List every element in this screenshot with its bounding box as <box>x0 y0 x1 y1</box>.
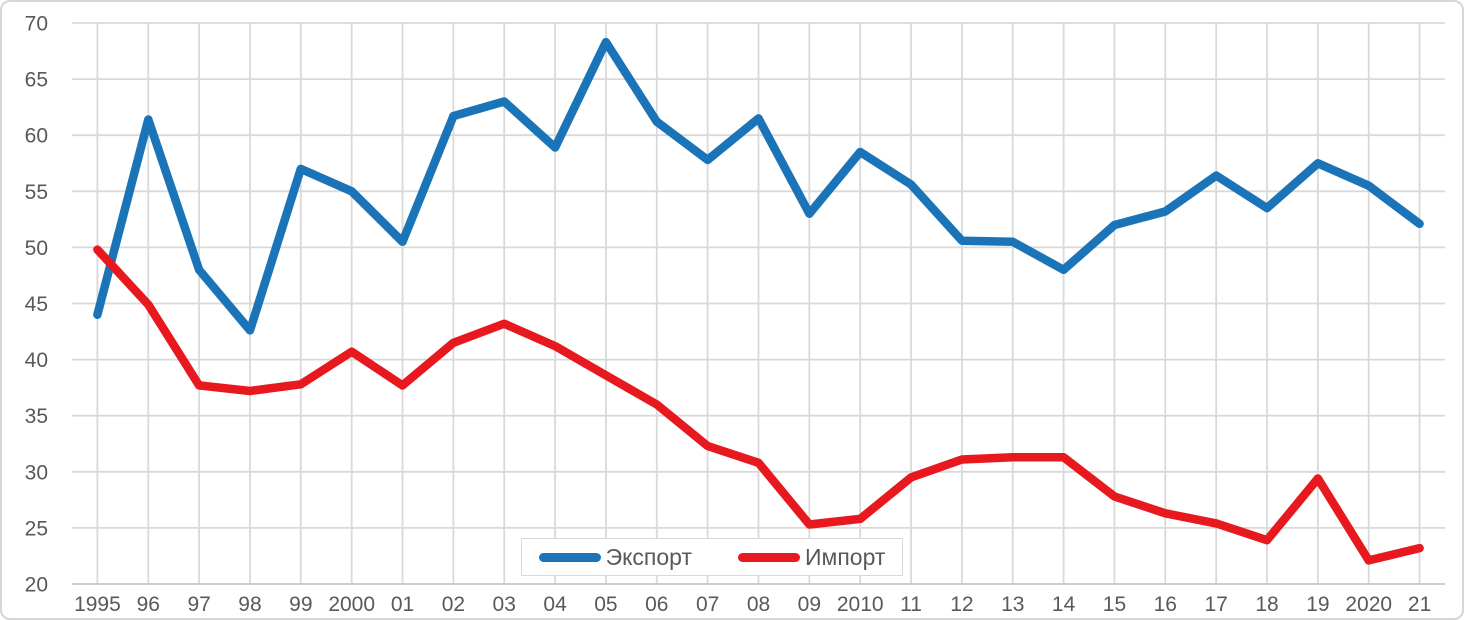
x-tick-label: 11 <box>900 593 922 616</box>
x-tick-label: 06 <box>645 593 668 616</box>
x-tick-label: 18 <box>1255 593 1278 616</box>
legend: Экспорт Импорт <box>521 538 903 576</box>
y-tick-label: 50 <box>25 237 48 260</box>
y-tick-label: 65 <box>25 69 48 92</box>
x-tick-label: 2020 <box>1345 593 1392 616</box>
y-tick-label: 30 <box>25 461 48 484</box>
x-tick-label: 09 <box>798 593 821 616</box>
x-tick-label: 21 <box>1408 593 1431 616</box>
y-tick-label: 55 <box>25 181 48 204</box>
y-tick-label: 45 <box>25 293 48 316</box>
x-tick-label: 1995 <box>74 593 121 616</box>
legend-swatch-import <box>738 552 800 562</box>
x-tick-label: 04 <box>543 593 567 616</box>
x-tick-label: 08 <box>747 593 770 616</box>
x-tick-labels: 1995 96 97 98 99 2000 01 02 03 04 05 06 07 08 09 2010 11… <box>74 593 1431 616</box>
x-tick-label: 2010 <box>837 593 884 616</box>
x-tick-label: 07 <box>696 593 719 616</box>
x-tick-label: 03 <box>493 593 516 616</box>
x-tick-label: 19 <box>1306 593 1329 616</box>
x-tick-label: 99 <box>289 593 312 616</box>
legend-label-export: Экспорт <box>605 543 692 570</box>
x-tick-label: 13 <box>1001 593 1024 616</box>
x-tick-label: 96 <box>137 593 160 616</box>
x-tick-label: 12 <box>950 593 973 616</box>
x-tick-label: 14 <box>1052 593 1076 616</box>
y-tick-label: 60 <box>25 125 48 148</box>
legend-item-export: Экспорт <box>538 543 692 570</box>
y-tick-label: 20 <box>25 574 48 597</box>
y-tick-label: 70 <box>25 13 48 36</box>
y-tick-label: 35 <box>25 405 48 428</box>
x-tick-label: 98 <box>238 593 261 616</box>
y-tick-label: 40 <box>25 349 48 372</box>
x-tick-label: 02 <box>442 593 465 616</box>
x-tick-label: 16 <box>1154 593 1177 616</box>
series-line-import <box>93 245 1424 565</box>
x-tick-label: 15 <box>1103 593 1126 616</box>
y-tick-label: 25 <box>25 517 48 540</box>
series-line-export <box>93 37 1424 335</box>
legend-label-import: Импорт <box>805 543 886 570</box>
x-tick-label: 2000 <box>328 593 375 616</box>
x-tick-label: 05 <box>594 593 617 616</box>
x-tick-label: 01 <box>391 593 414 616</box>
legend-swatch-export <box>538 552 601 562</box>
y-tick-labels: 20 25 30 35 40 45 50 55 60 65 70 <box>25 13 48 597</box>
legend-item-import: Импорт <box>738 543 886 570</box>
x-tick-label: 17 <box>1204 593 1227 616</box>
x-tick-label: 97 <box>187 593 210 616</box>
